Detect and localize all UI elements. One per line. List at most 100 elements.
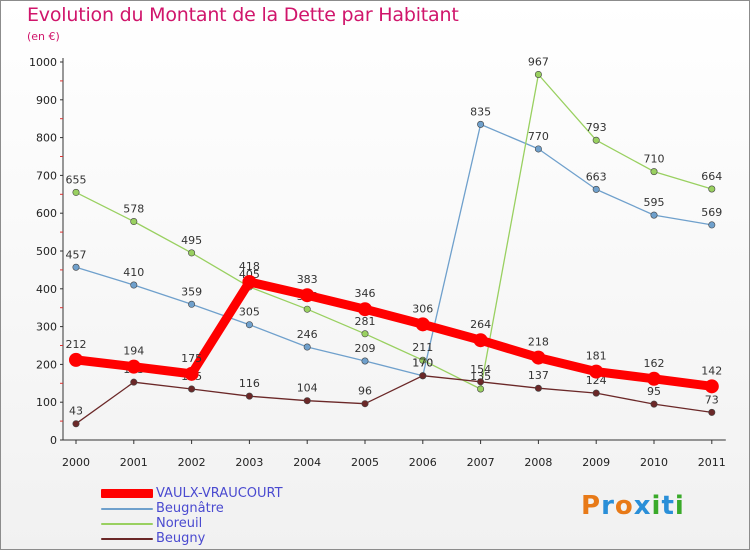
data-label: 194 [123, 345, 144, 358]
data-label: 175 [181, 352, 202, 365]
data-label: 95 [647, 385, 661, 398]
x-tick-label: 2000 [62, 456, 90, 469]
data-label: 96 [358, 385, 372, 398]
data-label: 663 [586, 170, 607, 183]
y-tick-label: 800 [36, 132, 57, 145]
data-point [188, 249, 196, 257]
data-label: 181 [586, 350, 607, 363]
data-label: 137 [528, 369, 549, 382]
data-point [361, 330, 369, 338]
data-label: 170 [412, 357, 433, 370]
data-point [358, 302, 372, 317]
data-point [415, 317, 430, 332]
y-tick-label: 100 [36, 396, 57, 409]
data-point [473, 333, 488, 348]
x-tick-label: 2003 [235, 456, 263, 469]
data-label: 710 [644, 153, 665, 166]
data-point [477, 120, 485, 128]
series-line [75, 123, 713, 377]
data-label: 967 [528, 55, 549, 68]
data-label: 655 [66, 173, 87, 186]
data-label: 383 [297, 273, 318, 286]
y-tick-label: 400 [36, 283, 57, 296]
y-tick-label: 900 [36, 94, 57, 107]
data-point [419, 356, 427, 364]
y-tick-label: 700 [36, 169, 57, 182]
data-point [361, 400, 369, 408]
data-label: 264 [470, 318, 491, 331]
legend-label: Noreuil [156, 516, 203, 531]
data-point [592, 136, 600, 144]
data-label: 218 [528, 336, 549, 349]
data-point [130, 281, 138, 289]
data-point [477, 378, 485, 386]
data-point [650, 400, 658, 408]
legend-swatch [101, 489, 153, 498]
data-point [592, 185, 600, 193]
proxiti-logo: Proxiti [581, 491, 685, 521]
data-label: 154 [470, 363, 491, 376]
data-point [303, 343, 311, 351]
data-label: 281 [355, 315, 376, 328]
x-tick-label: 2001 [120, 456, 148, 469]
data-label: 418 [239, 260, 260, 273]
data-label: 346 [355, 287, 376, 300]
data-point [72, 188, 80, 196]
legend-swatch [101, 523, 153, 525]
y-tick-label: 500 [36, 245, 57, 258]
x-tick-label: 2004 [293, 456, 321, 469]
data-label: 410 [123, 266, 144, 279]
data-label: 359 [181, 285, 202, 298]
data-point [69, 352, 83, 367]
data-label: 73 [705, 393, 719, 406]
data-point [534, 70, 542, 78]
data-point [184, 366, 199, 381]
series-line [75, 73, 713, 390]
data-point [534, 384, 542, 392]
series-line [71, 277, 717, 391]
x-tick-label: 2011 [698, 456, 726, 469]
y-tick-label: 200 [36, 358, 57, 371]
data-label: 835 [470, 105, 491, 118]
data-label: 595 [644, 196, 665, 209]
data-label: 212 [66, 338, 87, 351]
y-tick-label: 1000 [29, 56, 57, 69]
data-point [188, 385, 196, 393]
data-label: 457 [66, 248, 87, 261]
data-label: 43 [69, 405, 83, 418]
data-point [303, 397, 311, 405]
data-label: 124 [586, 374, 607, 387]
legend-label: Beugny [156, 531, 206, 546]
x-tick-label: 2007 [467, 456, 495, 469]
legend-label: VAULX-VRAUCOURT [156, 486, 283, 501]
data-label: 246 [297, 328, 318, 341]
data-point [708, 185, 716, 193]
data-point [130, 378, 138, 386]
data-label: 793 [586, 121, 607, 134]
data-point [650, 168, 658, 176]
x-tick-label: 2002 [178, 456, 206, 469]
y-tick-label: 600 [36, 207, 57, 220]
legend-swatch [101, 538, 153, 540]
x-tick-label: 2009 [582, 456, 610, 469]
data-label: 211 [412, 341, 433, 354]
data-point [592, 389, 600, 397]
data-label: 495 [181, 234, 202, 247]
data-label: 209 [355, 342, 376, 355]
data-point [704, 379, 719, 394]
series-line [75, 375, 713, 425]
x-tick-label: 2005 [351, 456, 379, 469]
data-label: 104 [297, 382, 318, 395]
data-point [303, 305, 311, 313]
data-point [188, 300, 196, 308]
data-point [242, 274, 257, 289]
x-tick-label: 2010 [640, 456, 668, 469]
data-label: 578 [123, 203, 144, 216]
y-tick-label: 300 [36, 321, 57, 334]
data-label: 664 [701, 170, 722, 183]
data-label: 162 [644, 357, 665, 370]
data-point [126, 359, 141, 374]
data-point [419, 372, 427, 380]
